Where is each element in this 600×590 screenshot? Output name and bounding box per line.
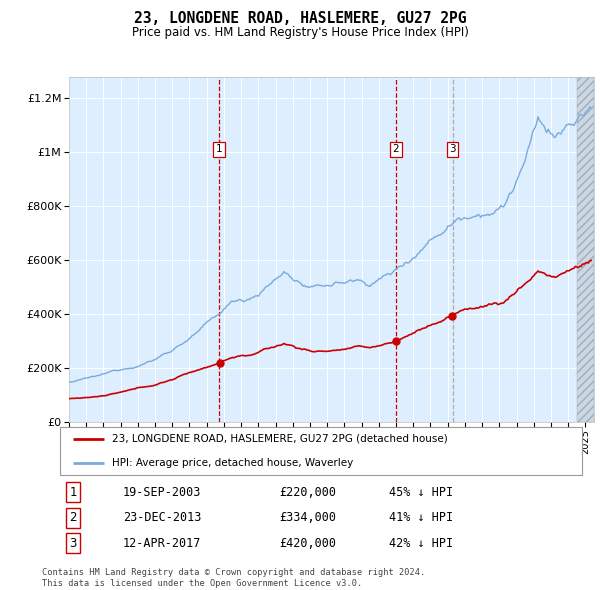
Text: 23-DEC-2013: 23-DEC-2013 — [122, 511, 201, 525]
Text: 3: 3 — [449, 144, 456, 154]
Text: 1: 1 — [216, 144, 223, 154]
Text: 2: 2 — [392, 144, 399, 154]
Text: 41% ↓ HPI: 41% ↓ HPI — [389, 511, 453, 525]
Text: Price paid vs. HM Land Registry's House Price Index (HPI): Price paid vs. HM Land Registry's House … — [131, 26, 469, 39]
Text: 19-SEP-2003: 19-SEP-2003 — [122, 486, 201, 499]
Text: £220,000: £220,000 — [279, 486, 336, 499]
Text: 1: 1 — [70, 486, 77, 499]
Text: 23, LONGDENE ROAD, HASLEMERE, GU27 2PG: 23, LONGDENE ROAD, HASLEMERE, GU27 2PG — [134, 11, 466, 25]
Text: £420,000: £420,000 — [279, 537, 336, 550]
Text: This data is licensed under the Open Government Licence v3.0.: This data is licensed under the Open Gov… — [42, 579, 362, 588]
Text: 3: 3 — [70, 537, 77, 550]
Text: 45% ↓ HPI: 45% ↓ HPI — [389, 486, 453, 499]
Text: 12-APR-2017: 12-APR-2017 — [122, 537, 201, 550]
Text: 42% ↓ HPI: 42% ↓ HPI — [389, 537, 453, 550]
Text: £334,000: £334,000 — [279, 511, 336, 525]
Text: HPI: Average price, detached house, Waverley: HPI: Average price, detached house, Wave… — [112, 458, 353, 468]
Text: 23, LONGDENE ROAD, HASLEMERE, GU27 2PG (detached house): 23, LONGDENE ROAD, HASLEMERE, GU27 2PG (… — [112, 434, 448, 444]
FancyBboxPatch shape — [60, 427, 582, 475]
Text: Contains HM Land Registry data © Crown copyright and database right 2024.: Contains HM Land Registry data © Crown c… — [42, 568, 425, 576]
Text: 2: 2 — [70, 511, 77, 525]
